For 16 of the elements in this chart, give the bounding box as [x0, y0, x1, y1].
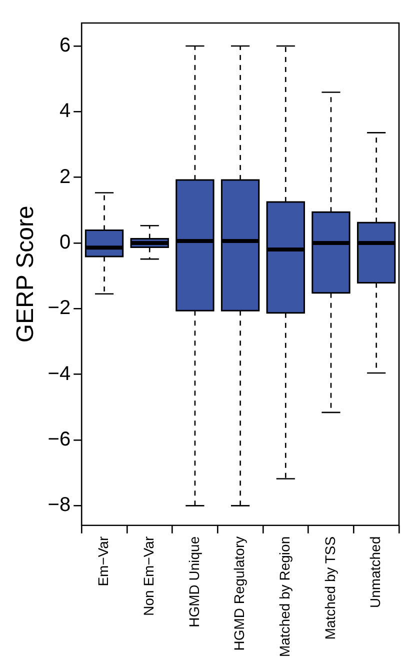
x-tick-label: Matched by Region: [276, 536, 293, 658]
y-tick-label: −4: [48, 362, 71, 385]
x-tick-label: Unmatched: [367, 536, 384, 608]
y-tick-label: −2: [48, 297, 71, 320]
y-tick-label: −8: [48, 494, 71, 516]
x-tick-label: Non Em−Var: [140, 536, 156, 616]
y-tick-label: 6: [59, 34, 71, 56]
y-tick-label: 0: [59, 232, 71, 254]
x-tick-label: Em−Var: [95, 536, 112, 586]
y-tick-label: 2: [59, 166, 71, 188]
y-tick-label: −6: [48, 428, 71, 451]
y-tick-label: 4: [59, 100, 71, 122]
x-tick-label: HGMD Regulatory: [231, 536, 248, 651]
x-tick-label: HGMD Unique: [186, 536, 202, 628]
x-tick-label: Matched by TSS: [322, 536, 338, 640]
y-axis-title: GERP Score: [12, 206, 40, 343]
